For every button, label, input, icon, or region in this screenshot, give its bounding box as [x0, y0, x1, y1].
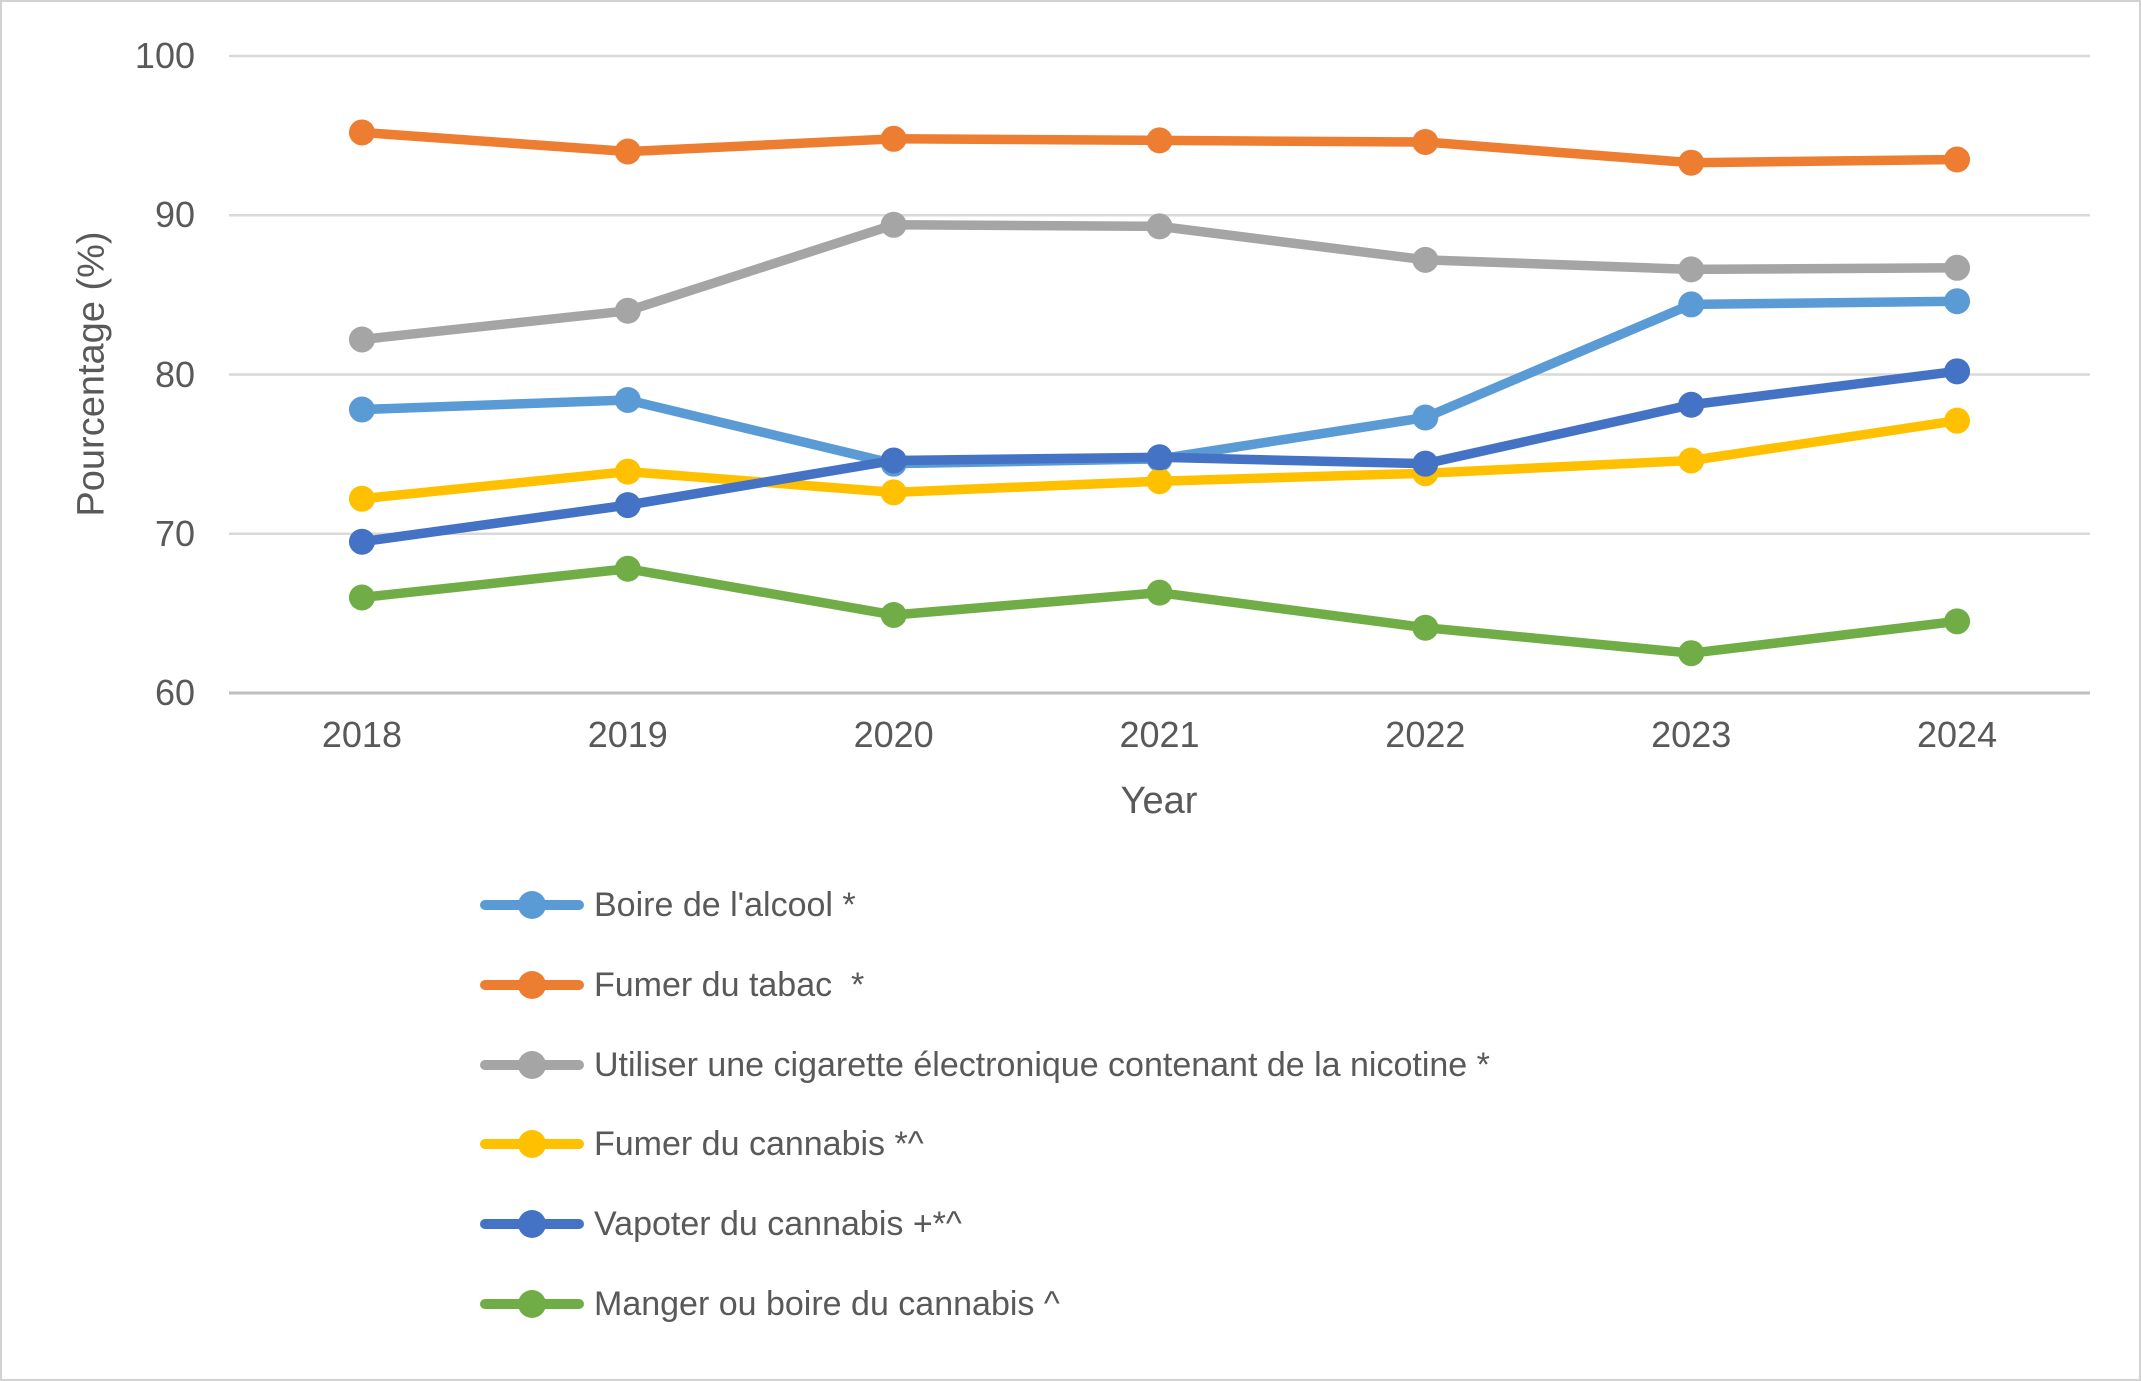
- y-tick-label-80: 80: [154, 353, 195, 395]
- legend-marker-icon: [480, 1049, 584, 1081]
- marker-s2-2019: [614, 138, 641, 165]
- marker-s4-2024: [1944, 407, 1971, 434]
- marker-s5-2018: [348, 528, 375, 555]
- legend-item-4: Fumer du cannabis *^: [480, 1124, 924, 1164]
- series-line-1: [357, 296, 1962, 469]
- legend-marker-icon: [480, 969, 584, 1001]
- marker-s4-2023: [1678, 447, 1705, 474]
- marker-s6-2021: [1146, 579, 1173, 606]
- marker-s6-2018: [348, 584, 375, 611]
- x-tick-label-2023: 2023: [1651, 714, 1732, 755]
- marker-s5-2023: [1678, 391, 1705, 418]
- legend-dot-swatch: [518, 970, 546, 999]
- legend-item-6: Manger ou boire du cannabis ^: [480, 1284, 1060, 1324]
- legend-label: Manger ou boire du cannabis ^: [594, 1285, 1060, 1323]
- x-tick-label-2020: 2020: [853, 714, 934, 755]
- legend-dot-swatch: [518, 1130, 546, 1159]
- marker-s2-2018: [348, 119, 375, 146]
- marker-s3-2022: [1412, 246, 1439, 273]
- legend-label: Fumer du cannabis *^: [594, 1125, 924, 1164]
- legend-marker-icon: [480, 889, 584, 921]
- legend-item-2: Fumer du tabac *: [480, 965, 864, 1005]
- legend-label: Boire de l'alcool *: [594, 886, 856, 924]
- y-tick-label-90: 90: [154, 194, 195, 236]
- marker-s3-2023: [1678, 256, 1705, 283]
- marker-s5-2022: [1412, 450, 1439, 477]
- marker-s2-2022: [1412, 128, 1439, 155]
- series-4: [348, 407, 1971, 512]
- series-3: [348, 211, 1971, 353]
- marker-s6-2020: [880, 601, 907, 628]
- marker-s6-2022: [1412, 614, 1439, 641]
- marker-s1-2018: [348, 396, 375, 423]
- series-5: [348, 358, 1971, 555]
- marker-s1-2024: [1944, 288, 1971, 315]
- marker-s2-2020: [880, 125, 907, 152]
- marker-s5-2020: [880, 447, 907, 474]
- series-line-3: [357, 220, 1962, 345]
- y-tick-label-100: 100: [134, 35, 195, 76]
- legend-label: Utiliser une cigarette électronique cont…: [594, 1045, 1490, 1084]
- legend-item-3: Utiliser une cigarette électronique cont…: [480, 1045, 1490, 1085]
- marker-s2-2023: [1678, 149, 1705, 176]
- series-2: [348, 119, 1971, 176]
- x-tick-label-2018: 2018: [321, 714, 402, 755]
- marker-s5-2021: [1146, 444, 1173, 471]
- marker-s1-2022: [1412, 404, 1439, 431]
- marker-s6-2023: [1678, 640, 1705, 667]
- marker-s4-2019: [614, 458, 641, 485]
- marker-s3-2020: [880, 211, 907, 238]
- y-tick-label-60: 60: [154, 672, 195, 713]
- x-axis-title: Year: [1120, 780, 1198, 822]
- x-tick-label-2022: 2022: [1385, 714, 1466, 755]
- legend-marker-icon: [480, 1208, 584, 1240]
- marker-s3-2019: [614, 297, 641, 324]
- legend-item-5: Vapoter du cannabis +*^: [480, 1204, 962, 1244]
- marker-s1-2019: [614, 386, 641, 413]
- y-tick-label-70: 70: [154, 512, 195, 554]
- legend-item-1: Boire de l'alcool *: [480, 885, 856, 925]
- legend-label: Vapoter du cannabis +*^: [594, 1205, 962, 1244]
- series-6: [348, 555, 1971, 667]
- marker-s3-2021: [1146, 213, 1173, 240]
- marker-s1-2023: [1678, 291, 1705, 318]
- legend-label: Fumer du tabac *: [594, 965, 865, 1004]
- x-tick-label-2021: 2021: [1119, 714, 1200, 755]
- legend-dot-swatch: [518, 891, 546, 919]
- legend-marker-icon: [480, 1128, 584, 1160]
- marker-s2-2024: [1944, 146, 1971, 173]
- legend-dot-swatch: [518, 1050, 546, 1079]
- marker-s2-2021: [1146, 127, 1173, 154]
- x-tick-label-2019: 2019: [587, 714, 668, 755]
- x-tick-label-2024: 2024: [1917, 714, 1998, 755]
- legend-dot-swatch: [518, 1210, 546, 1239]
- marker-s3-2024: [1944, 254, 1971, 281]
- marker-s4-2018: [348, 485, 375, 512]
- marker-s5-2019: [614, 492, 641, 519]
- marker-s4-2020: [880, 479, 907, 506]
- marker-s6-2024: [1944, 608, 1971, 635]
- marker-s5-2024: [1944, 358, 1971, 385]
- marker-s6-2019: [614, 555, 641, 582]
- marker-s3-2018: [348, 326, 375, 353]
- legend-marker-icon: [480, 1288, 584, 1320]
- marker-s4-2021: [1146, 468, 1173, 495]
- legend-dot-swatch: [518, 1290, 546, 1318]
